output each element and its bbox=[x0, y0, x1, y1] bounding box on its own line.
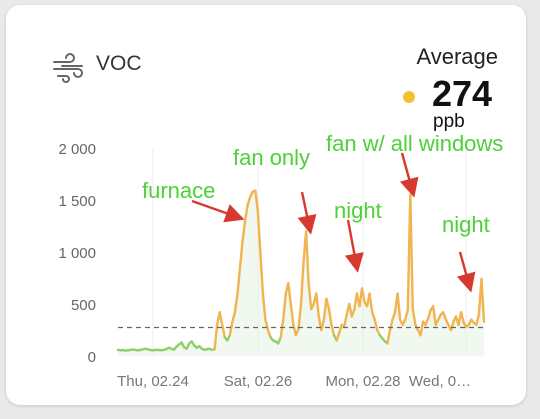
series-segment bbox=[297, 302, 303, 331]
series-segment bbox=[238, 240, 244, 269]
annotation-arrow bbox=[297, 191, 317, 235]
series-segment bbox=[373, 318, 379, 332]
annotation-night-1: night bbox=[334, 198, 382, 223]
x-tick-label: Thu, 02.24 bbox=[117, 373, 189, 390]
series-segment bbox=[315, 292, 320, 318]
average-dot bbox=[403, 91, 415, 103]
series-segment bbox=[282, 292, 287, 321]
card-title: VOC bbox=[96, 52, 142, 75]
annotation-arrow bbox=[456, 251, 476, 293]
annotation-night-2: night bbox=[442, 212, 490, 237]
series-segment bbox=[432, 304, 437, 326]
series-segment bbox=[337, 323, 343, 335]
series-segment bbox=[419, 320, 425, 337]
series-segment bbox=[266, 328, 272, 339]
y-tick-label: 1 000 bbox=[58, 245, 96, 262]
x-tick-label: Wed, 0… bbox=[409, 373, 471, 390]
series-segment bbox=[330, 323, 336, 337]
series-segment bbox=[254, 189, 259, 212]
series-segment bbox=[396, 292, 402, 321]
series-segment bbox=[241, 219, 247, 243]
average-unit: ppb bbox=[433, 111, 465, 132]
series-segment bbox=[449, 320, 455, 332]
series-segment bbox=[459, 311, 465, 324]
series-segment bbox=[350, 308, 356, 318]
series-segment bbox=[287, 282, 292, 306]
wind-icon bbox=[53, 53, 83, 83]
x-tick-label: Sat, 02.26 bbox=[224, 373, 292, 390]
series-segment bbox=[231, 311, 237, 323]
series-segment bbox=[213, 323, 219, 351]
series-segment bbox=[264, 318, 270, 332]
series-segment bbox=[343, 313, 348, 329]
series-segment bbox=[360, 287, 366, 304]
series-segment bbox=[236, 266, 242, 295]
series-segment bbox=[304, 229, 310, 285]
series-segment bbox=[261, 292, 267, 321]
x-tick-label: Mon, 02.28 bbox=[325, 373, 400, 390]
y-tick-label: 2 000 bbox=[58, 141, 96, 158]
series-segment bbox=[299, 261, 305, 306]
series-segment bbox=[233, 292, 239, 314]
area-fill bbox=[118, 190, 484, 356]
annotation-arrow bbox=[191, 199, 245, 223]
series-segment bbox=[243, 203, 249, 223]
annotation-fan-only: fan only bbox=[233, 145, 311, 170]
y-tick-label: 1 500 bbox=[58, 193, 96, 210]
y-tick-label: 500 bbox=[71, 297, 96, 314]
average-label: Average bbox=[416, 44, 498, 69]
average-value: 274 bbox=[432, 73, 493, 114]
annotation-furnace: furnace bbox=[142, 178, 216, 203]
series-segment bbox=[259, 250, 265, 295]
series-segment bbox=[368, 292, 374, 314]
series-segment bbox=[411, 308, 417, 326]
series-segment bbox=[307, 282, 313, 311]
series-segment bbox=[327, 308, 333, 326]
series-segment bbox=[289, 302, 295, 326]
series-segment bbox=[256, 209, 262, 254]
series-segment bbox=[426, 309, 432, 320]
series-segment bbox=[335, 331, 341, 342]
series-segment bbox=[220, 323, 227, 339]
series-segment bbox=[409, 193, 414, 311]
series-segment bbox=[218, 311, 224, 326]
series-segment bbox=[320, 318, 326, 332]
annotation-arrow bbox=[399, 152, 419, 198]
series-segment bbox=[480, 277, 486, 323]
y-tick-label: 0 bbox=[88, 349, 96, 366]
series-segment bbox=[475, 313, 481, 326]
series-segment bbox=[388, 318, 394, 332]
series-segment bbox=[246, 195, 252, 207]
series-segment bbox=[322, 297, 328, 321]
series-segment bbox=[391, 311, 397, 321]
series-segment bbox=[325, 297, 331, 311]
annotation-arrow bbox=[344, 219, 364, 273]
series-segment bbox=[404, 309, 409, 321]
annotation-fan-windows: fan w/ all windows bbox=[326, 131, 504, 156]
series-segment bbox=[228, 320, 234, 337]
series-segment bbox=[279, 318, 285, 339]
series-segment bbox=[442, 311, 448, 321]
series-segment bbox=[371, 311, 376, 321]
series-segment bbox=[386, 328, 392, 345]
